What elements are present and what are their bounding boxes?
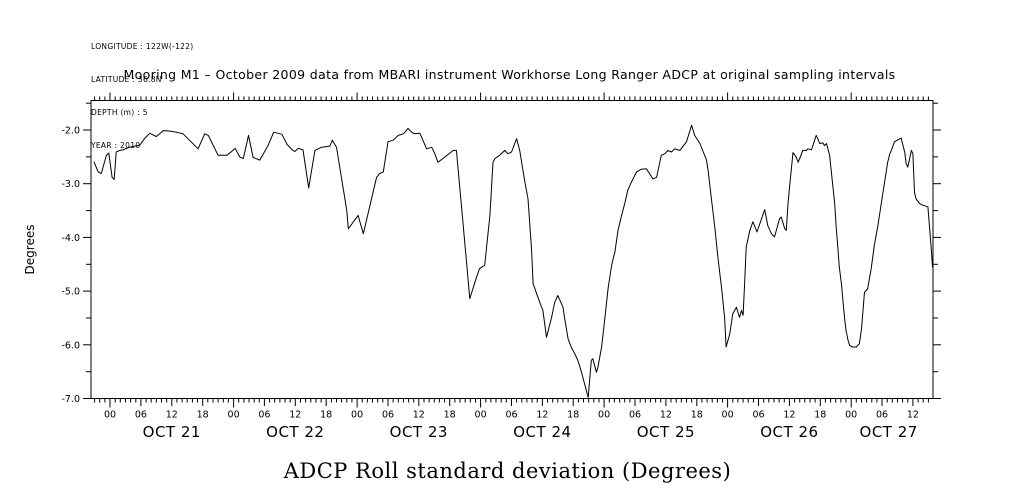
- x-hour-tick-label: 18: [814, 410, 826, 421]
- x-hour-tick-label: 18: [691, 410, 703, 421]
- x-hour-tick-label: 06: [382, 410, 394, 421]
- x-hour-tick-label: 06: [505, 410, 517, 421]
- x-hour-tick-label: 06: [135, 410, 147, 421]
- x-hour-tick-label: 18: [444, 410, 456, 421]
- x-hour-tick-label: 06: [629, 410, 641, 421]
- x-hour-tick-label: 06: [258, 410, 270, 421]
- x-hour-tick-label: 12: [536, 410, 548, 421]
- meta-year: YEAR : 2010: [91, 141, 141, 150]
- x-day-label: OCT 22: [266, 423, 324, 441]
- x-hour-tick-label: 00: [598, 410, 610, 421]
- x-day-label: OCT 24: [513, 423, 571, 441]
- x-hour-tick-label: 12: [413, 410, 425, 421]
- header-metadata: LONGITUDE : 122W(-122) LATITUDE : 36.8N …: [91, 19, 194, 173]
- chart-caption: ADCP Roll standard deviation (Degrees): [283, 459, 732, 483]
- y-axis-title: Degrees: [23, 225, 37, 275]
- y-tick-label: -2.0: [61, 126, 80, 137]
- data-series-line: [93, 124, 933, 398]
- x-day-label: OCT 26: [760, 423, 818, 441]
- y-tick-label: -5.0: [61, 287, 80, 298]
- x-hour-tick-label: 06: [752, 410, 764, 421]
- x-hour-tick-label: 00: [104, 410, 116, 421]
- y-axis-ticks: [83, 102, 941, 399]
- y-tick-label: -7.0: [61, 394, 80, 405]
- x-hour-tick-labels: 00 06 12 18 00 06 12 18 00 06 12 18 00 06 12 18 00 06 12 18…: [104, 410, 919, 421]
- x-hour-tick-label: 00: [475, 410, 487, 421]
- x-hour-tick-label: 06: [876, 410, 888, 421]
- x-hour-tick-label: 00: [722, 410, 734, 421]
- x-hour-tick-label: 18: [197, 410, 209, 421]
- plot-frame: [90, 100, 934, 399]
- x-hour-tick-label: 18: [567, 410, 579, 421]
- x-hour-tick-label: 12: [907, 410, 919, 421]
- y-tick-label: -6.0: [61, 340, 80, 351]
- plot-title: Mooring M1 – October 2009 data from MBAR…: [123, 67, 896, 82]
- x-hour-tick-label: 12: [166, 410, 178, 421]
- x-day-label: OCT 27: [860, 423, 918, 441]
- y-tick-labels: -2.0 -3.0 -4.0 -5.0 -6.0 -7.0: [61, 126, 80, 405]
- meta-longitude: LONGITUDE : 122W(-122): [91, 42, 194, 51]
- meta-latitude: LATITUDE : 36.8N: [91, 75, 162, 84]
- x-day-label: OCT 25: [637, 423, 695, 441]
- x-hour-tick-label: 12: [783, 410, 795, 421]
- meta-depth: DEPTH (m) : 5: [91, 108, 148, 117]
- x-hour-tick-label: 00: [228, 410, 240, 421]
- x-hour-tick-label: 00: [351, 410, 363, 421]
- y-tick-label: -4.0: [61, 233, 80, 244]
- x-hour-tick-label: 00: [845, 410, 857, 421]
- x-hour-tick-label: 12: [289, 410, 301, 421]
- x-hour-tick-label: 18: [320, 410, 332, 421]
- y-tick-label: -3.0: [61, 179, 80, 190]
- x-day-labels: OCT 21 OCT 22 OCT 23 OCT 24 OCT 25 OCT 26 OCT …: [143, 423, 918, 441]
- x-day-label: OCT 21: [143, 423, 201, 441]
- x-hour-tick-label: 12: [660, 410, 672, 421]
- x-axis-hourly-ticks: [94, 92, 929, 408]
- x-day-label: OCT 23: [390, 423, 448, 441]
